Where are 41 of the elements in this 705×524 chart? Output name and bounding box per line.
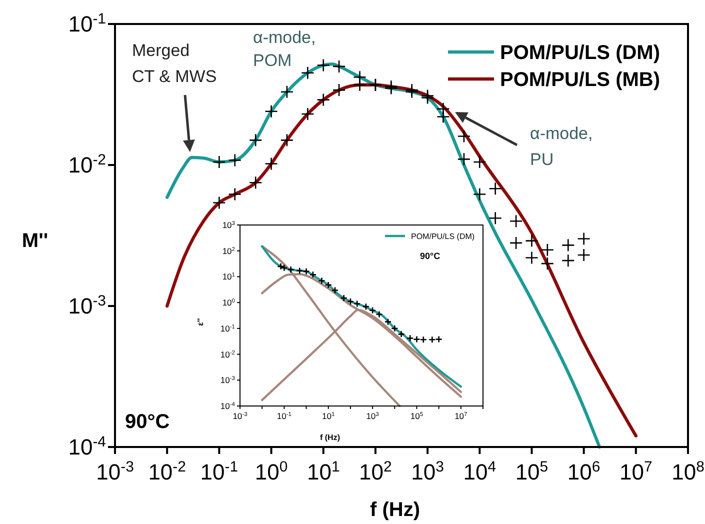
y-tick-label: 10$^{-4}$ [220, 400, 236, 411]
y-tick-label: 10$^{-3}$ [220, 375, 235, 386]
x-tick-label: 10$^{1}$ [322, 410, 335, 421]
annotation: 90°C [125, 411, 170, 433]
x-tick-label: 10$^{0}$ [254, 458, 288, 484]
y-tick-label: 10$^{3}$ [222, 220, 235, 230]
legend-label: POM/PU/LS (DM) [500, 42, 660, 64]
y-axis-title: ε'' [196, 318, 205, 326]
x-axis-title: f (Hz) [320, 433, 340, 442]
x-tick-label: 10$^{3}$ [366, 410, 379, 421]
x-tick-label: 10$^{5}$ [515, 458, 548, 484]
x-tick-label: 10$^{-1}$ [276, 410, 292, 421]
y-tick-label: 10$^{-1}$ [220, 323, 235, 334]
x-tick-label: 10$^{7}$ [454, 410, 468, 421]
x-tick-label: 10$^{6}$ [567, 458, 600, 484]
y-tick-label: 10$^{-2}$ [68, 151, 106, 178]
x-tick-label: 10$^{8}$ [672, 458, 704, 484]
y-tick-label: 10$^{-3}$ [68, 292, 106, 319]
annotation: Merged CT & MWS [132, 41, 217, 86]
y-tick-label: 10$^{0}$ [222, 298, 235, 308]
x-tick-label: 10$^{-3}$ [232, 410, 248, 421]
y-tick-label: 10$^{1}$ [222, 272, 235, 282]
annotation: α-mode, POM [253, 28, 316, 70]
y-tick-label: 10$^{-2}$ [220, 349, 235, 360]
y-axis-title: M'' [22, 230, 48, 252]
x-tick-label: 10$^{4}$ [463, 458, 496, 484]
x-tick-label: 10$^{2}$ [359, 458, 392, 484]
x-axis-title: f (Hz) [370, 499, 420, 521]
annotation: 90°C [420, 251, 441, 261]
legend-label: POM/PU/LS (MB) [500, 69, 660, 92]
x-tick-label: 10$^{5}$ [410, 410, 424, 421]
legend-label: POM/PU/LS (DM) [411, 232, 475, 241]
x-tick-label: 10$^{-2}$ [148, 458, 186, 484]
y-tick-label: 10$^{-4}$ [68, 433, 106, 460]
x-tick-label: 10$^{-3}$ [96, 458, 134, 484]
x-tick-label: 10$^{1}$ [306, 458, 340, 484]
annotation: α-mode, PU [530, 124, 593, 169]
x-tick-label: 10$^{3}$ [411, 458, 444, 484]
y-tick-label: 10$^{2}$ [222, 246, 235, 256]
y-tick-label: 10$^{-1}$ [68, 10, 106, 37]
x-tick-label: 10$^{7}$ [620, 458, 652, 484]
